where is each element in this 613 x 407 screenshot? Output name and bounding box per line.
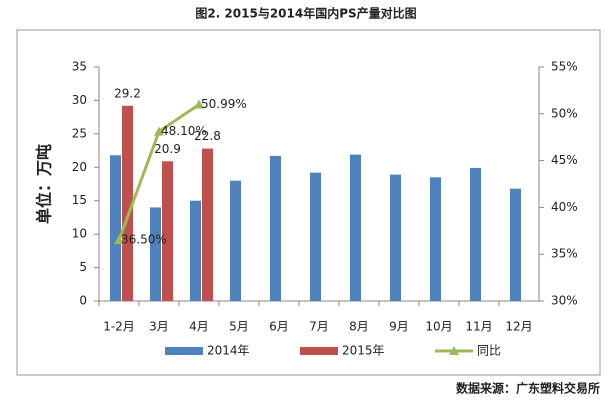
marker — [194, 99, 204, 109]
chart-title: 图2. 2015与2014年国内PS产量对比图 — [195, 6, 416, 21]
bar — [122, 105, 133, 301]
bar — [230, 180, 241, 301]
marker — [114, 235, 124, 245]
x-tick-label: 3月 — [149, 320, 169, 334]
y-tick-label: 20 — [72, 160, 87, 174]
x-tick-label: 7月 — [309, 320, 329, 334]
bar — [510, 188, 521, 301]
bar — [150, 207, 161, 301]
y2-tick-label: 45% — [551, 153, 578, 167]
y2-tick-label: 30% — [551, 294, 578, 308]
data-label: 22.8 — [194, 129, 221, 143]
bar — [270, 155, 281, 301]
y-tick-label: 10 — [72, 227, 87, 241]
bar — [110, 155, 121, 301]
x-tick-label: 12月 — [505, 320, 532, 334]
y-tick-label: 0 — [79, 294, 87, 308]
bar — [162, 161, 173, 301]
data-label: 29.2 — [114, 86, 141, 100]
y2-tick-label: 50% — [551, 106, 578, 120]
y-tick-label: 25 — [72, 126, 87, 140]
bar — [190, 200, 201, 301]
legend-marker — [449, 346, 459, 355]
legend-label: 2015年 — [342, 344, 385, 358]
y-axis-label: 单位：万吨 — [35, 144, 54, 224]
y2-tick-label: 40% — [551, 200, 578, 214]
x-tick-label: 9月 — [389, 320, 409, 334]
y2-tick-label: 35% — [551, 247, 578, 261]
marker — [154, 126, 164, 136]
chart-frame — [16, 29, 601, 376]
legend-swatch — [165, 347, 203, 355]
data-label: 50.99% — [201, 97, 247, 111]
bar — [202, 148, 213, 301]
x-tick-label: 10月 — [425, 320, 452, 334]
legend-label: 2014年 — [207, 344, 250, 358]
bar — [470, 167, 481, 301]
bar — [390, 174, 401, 301]
bar — [430, 177, 441, 301]
y-tick-label: 5 — [79, 260, 87, 274]
x-tick-label: 5月 — [229, 320, 249, 334]
y-tick-label: 35 — [72, 60, 87, 74]
y-tick-label: 15 — [72, 193, 87, 207]
x-tick-label: 4月 — [189, 320, 209, 334]
data-label: 48.10% — [161, 124, 207, 138]
bar — [350, 154, 361, 301]
data-label: 20.9 — [154, 142, 181, 156]
x-tick-label: 8月 — [349, 320, 369, 334]
x-tick-label: 11月 — [465, 320, 492, 334]
legend-swatch — [300, 347, 338, 355]
source: 数据来源：广东塑料交易所 — [456, 381, 600, 396]
bar — [310, 172, 321, 301]
y2-tick-label: 55% — [551, 60, 578, 74]
data-label: 36.50% — [121, 233, 167, 247]
x-tick-label: 6月 — [269, 320, 289, 334]
x-tick-label: 1-2月 — [103, 320, 135, 334]
legend-label: 同比 — [477, 344, 501, 358]
y-tick-label: 30 — [72, 93, 87, 107]
